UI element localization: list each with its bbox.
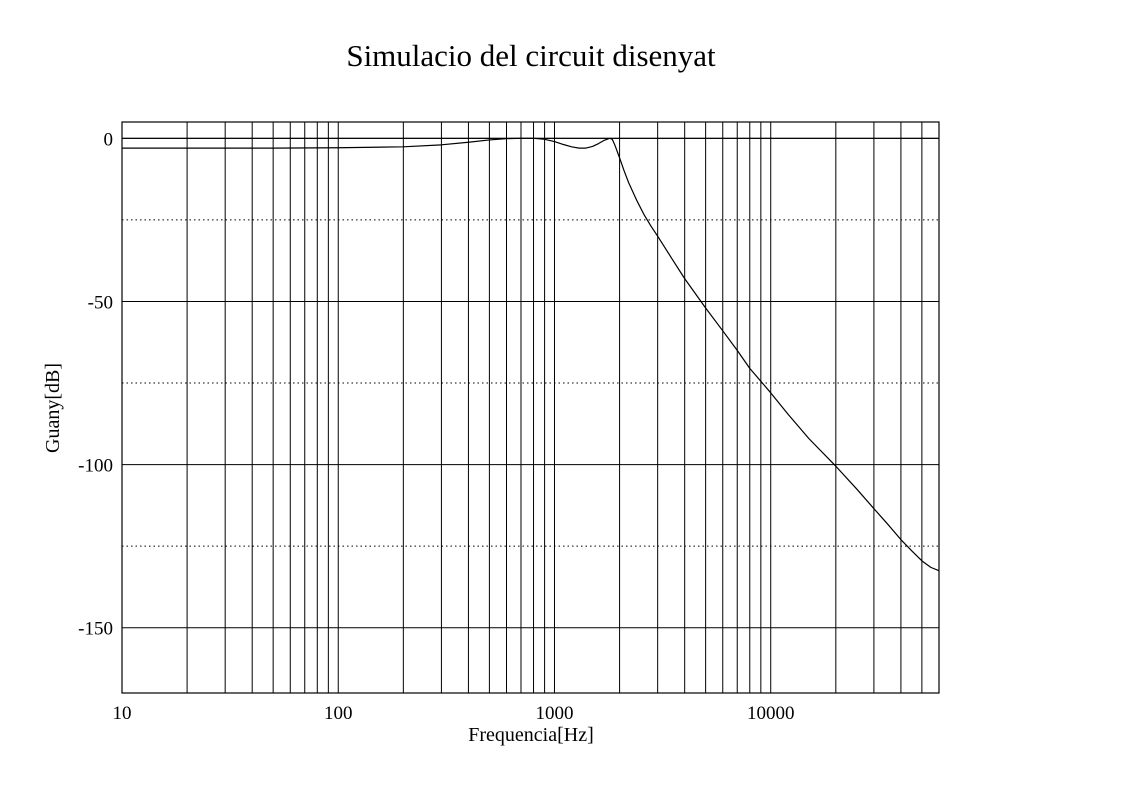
grid-layer <box>122 122 939 693</box>
chart-title: Simulacio del circuit disenyat <box>346 38 716 73</box>
x-tick-label: 10000 <box>747 703 795 724</box>
x-tick-label: 1000 <box>535 703 573 724</box>
series-layer <box>122 137 940 572</box>
y-tick-label: -150 <box>78 619 113 640</box>
series-line-guany <box>122 137 940 572</box>
y-tick-label: 0 <box>104 129 114 150</box>
x-tick-label: 100 <box>324 703 353 724</box>
y-axis-label: Guany[dB] <box>42 363 64 453</box>
y-tick-label: -100 <box>78 456 113 477</box>
tick-label-layer: 10 100 1000 10000 0 -50 -100 -150 <box>78 129 794 724</box>
x-tick-label: 10 <box>113 703 132 724</box>
y-tick-label: -50 <box>88 292 113 313</box>
plot-frame <box>121 121 940 694</box>
x-axis-label: Frequencia[Hz] <box>468 724 594 746</box>
